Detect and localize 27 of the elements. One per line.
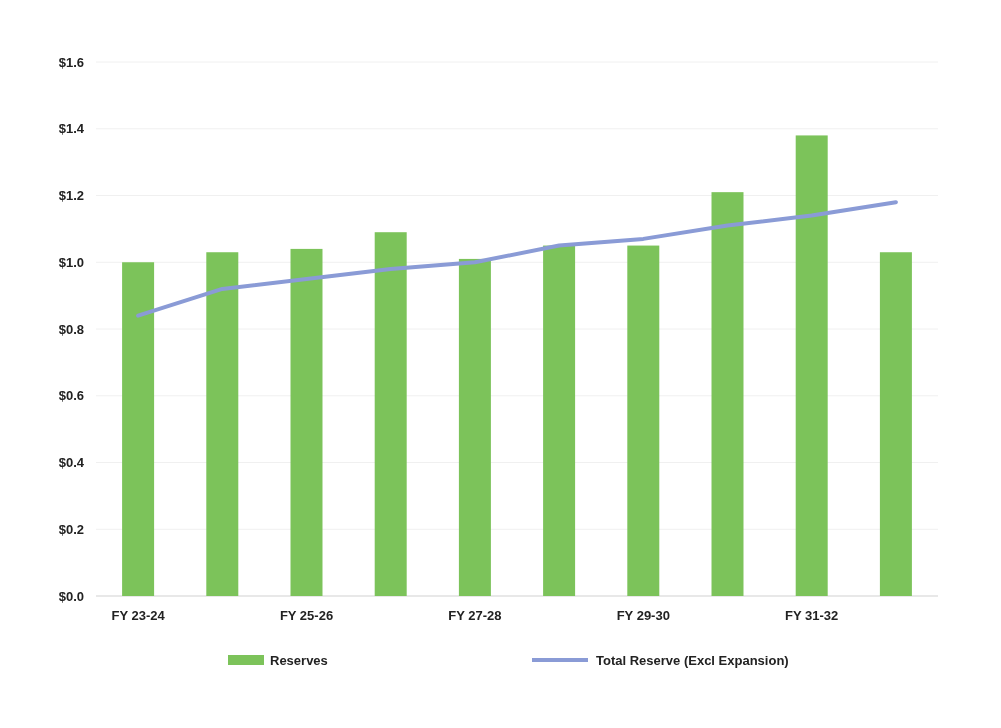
bar [206, 252, 239, 596]
bar [711, 192, 744, 596]
legend-label: Reserves [270, 652, 328, 668]
x-tick-label: FY 29-30 [616, 608, 670, 623]
bar [374, 232, 407, 596]
bar [879, 252, 912, 596]
x-tick-label: FY 27-28 [448, 608, 502, 623]
x-tick-label: FY 31-32 [785, 608, 839, 623]
bar [458, 258, 491, 596]
x-tick-label: FY 25-26 [279, 608, 334, 623]
y-tick-label: $1.2 [58, 188, 84, 204]
y-tick-label: $1.4 [58, 121, 85, 137]
y-tick-label: $1.0 [58, 254, 84, 270]
legend-label: Total Reserve (Excl Expansion) [596, 652, 789, 668]
y-tick-label: $0.0 [58, 588, 84, 604]
bar [543, 245, 576, 596]
x-tick-label: FY 23-24 [111, 608, 166, 623]
bar [122, 262, 155, 596]
y-tick-label: $0.8 [58, 321, 84, 337]
y-tick-label: $0.6 [58, 388, 84, 404]
bar [290, 248, 323, 596]
y-tick-label: $0.4 [58, 455, 85, 471]
bar [627, 245, 660, 596]
y-tick-label: $0.2 [58, 521, 84, 537]
y-tick-label: $1.6 [58, 54, 84, 70]
line-series [136, 200, 898, 318]
bar [795, 135, 828, 596]
